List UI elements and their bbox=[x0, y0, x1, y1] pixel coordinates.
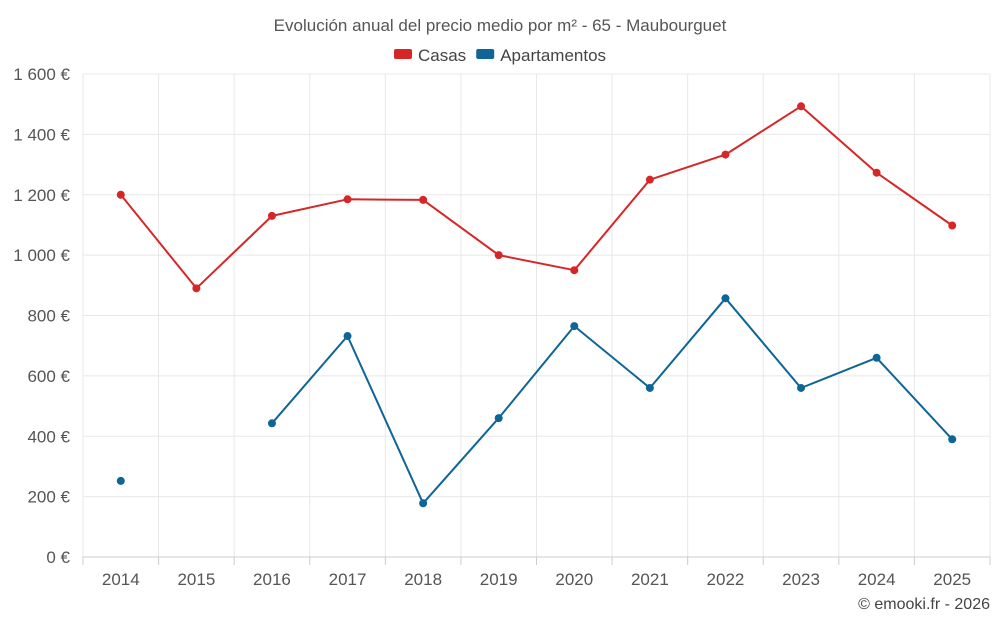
legend: Casas Apartamentos bbox=[394, 46, 606, 65]
data-point-casas-2021 bbox=[645, 175, 654, 184]
y-tick-label: 400 € bbox=[27, 427, 70, 446]
x-tick-label: 2021 bbox=[631, 570, 669, 589]
x-tick-label: 2015 bbox=[177, 570, 215, 589]
x-tick-label: 2020 bbox=[555, 570, 593, 589]
y-tick-label: 1 200 € bbox=[13, 186, 70, 205]
data-point-casas-2019 bbox=[494, 251, 503, 260]
credit-text: © emooki.fr - 2026 bbox=[858, 596, 990, 613]
x-tick-label: 2017 bbox=[329, 570, 367, 589]
data-point-apartamentos-2018 bbox=[419, 499, 428, 508]
legend-item-casas: Casas bbox=[394, 46, 466, 65]
legend-swatch-casas bbox=[394, 49, 412, 59]
data-point-casas-2020 bbox=[570, 266, 579, 275]
y-tick-label: 1 000 € bbox=[13, 246, 70, 265]
series-group bbox=[116, 102, 957, 508]
y-axis: 0 € 200 € 400 € 600 € 800 € 1 000 € 1 200 € 1 4… bbox=[13, 65, 70, 567]
y-tick-label: 600 € bbox=[27, 367, 70, 386]
data-point-casas-2016 bbox=[267, 211, 276, 220]
legend-item-apartamentos: Apartamentos bbox=[476, 46, 606, 65]
data-point-apartamentos-2017 bbox=[343, 332, 352, 341]
legend-label-casas: Casas bbox=[418, 46, 466, 65]
series-line-apartamentos bbox=[271, 297, 953, 505]
x-tick-label: 2019 bbox=[480, 570, 518, 589]
x-tick-label: 2024 bbox=[858, 570, 896, 589]
data-point-casas-2014 bbox=[116, 190, 125, 199]
data-point-casas-2024 bbox=[872, 168, 881, 177]
data-point-apartamentos-2025 bbox=[948, 435, 957, 444]
data-point-apartamentos-2016 bbox=[267, 419, 276, 428]
y-tick-label: 0 € bbox=[46, 548, 70, 567]
series-casas bbox=[116, 102, 957, 293]
chart-title: Evolución anual del precio medio por m² … bbox=[274, 16, 727, 35]
series-line-casas bbox=[120, 105, 953, 290]
x-tick-label: 2014 bbox=[102, 570, 140, 589]
data-point-casas-2025 bbox=[948, 221, 957, 230]
legend-label-apartamentos: Apartamentos bbox=[500, 46, 606, 65]
y-tick-label: 800 € bbox=[27, 307, 70, 326]
series-apartamentos bbox=[116, 294, 957, 508]
data-point-apartamentos-2019 bbox=[494, 414, 503, 423]
data-point-casas-2022 bbox=[721, 150, 730, 159]
legend-swatch-apartamentos bbox=[476, 49, 495, 59]
y-tick-label: 1 400 € bbox=[13, 125, 70, 144]
data-point-apartamentos-2024 bbox=[872, 353, 881, 362]
data-point-casas-2018 bbox=[419, 195, 428, 204]
data-point-apartamentos-2014 bbox=[116, 476, 125, 485]
x-axis: 2014 2015 2016 2017 2018 2019 2020 2021 2022 2023… bbox=[82, 556, 991, 589]
x-tick-label: 2025 bbox=[933, 570, 971, 589]
data-point-casas-2017 bbox=[343, 195, 352, 204]
data-point-casas-2015 bbox=[192, 284, 201, 293]
y-tick-label: 200 € bbox=[27, 488, 70, 507]
x-tick-label: 2018 bbox=[404, 570, 442, 589]
data-point-apartamentos-2023 bbox=[797, 383, 806, 392]
data-point-apartamentos-2022 bbox=[721, 294, 730, 303]
data-point-apartamentos-2020 bbox=[570, 322, 579, 331]
x-tick-label: 2022 bbox=[707, 570, 745, 589]
x-tick-label: 2023 bbox=[782, 570, 820, 589]
data-point-casas-2023 bbox=[797, 102, 806, 111]
grid bbox=[82, 73, 991, 557]
data-point-apartamentos-2021 bbox=[645, 383, 654, 392]
x-tick-label: 2016 bbox=[253, 570, 291, 589]
y-tick-label: 1 600 € bbox=[13, 65, 70, 84]
